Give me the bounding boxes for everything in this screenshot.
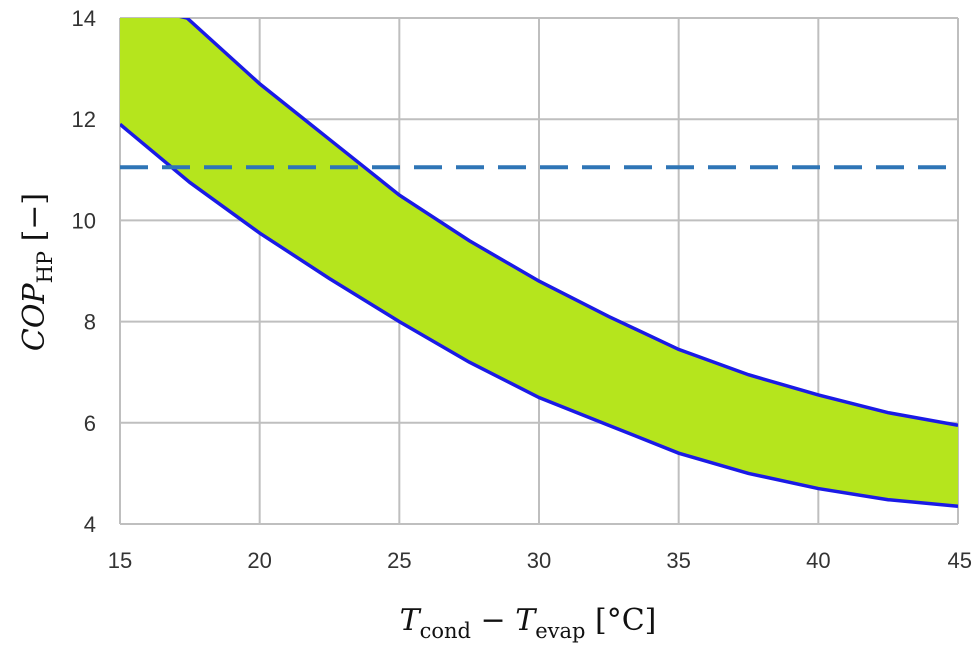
- lower-bound-line: [120, 122, 958, 509]
- x-label-t-cond: T: [400, 603, 422, 638]
- x-label-unit: [°C]: [585, 603, 656, 638]
- y-tick-label: 4: [84, 512, 96, 537]
- y-tick-label: 12: [72, 107, 96, 132]
- y-label-cop: COP: [17, 283, 52, 352]
- upper-bound-line: [179, 18, 958, 428]
- x-tick-label: 25: [387, 548, 411, 573]
- y-tick-labels: 4 6 8 10 12 14: [72, 6, 96, 537]
- x-axis-label: Tcond − Tevap [°C]: [400, 603, 657, 643]
- x-tick-labels: 15 20 25 30 35 40 45: [108, 548, 972, 573]
- y-axis-label: COPHP [−]: [17, 193, 57, 351]
- x-tick-label: 35: [666, 548, 690, 573]
- y-tick-label: 10: [72, 208, 96, 233]
- y-tick-label: 6: [84, 411, 96, 436]
- y-label-sub-hp: HP: [33, 251, 57, 283]
- x-label-sub-cond: cond: [420, 619, 471, 643]
- x-label-t-evap: T: [515, 603, 537, 638]
- x-label-minus: −: [471, 603, 515, 638]
- x-label-sub-evap: evap: [535, 619, 585, 643]
- x-tick-label: 45: [948, 548, 972, 573]
- y-tick-label: 8: [84, 310, 96, 335]
- y-label-unit: [−]: [17, 193, 52, 251]
- x-tick-label: 20: [247, 548, 271, 573]
- x-tick-label: 40: [806, 548, 830, 573]
- x-tick-label: 15: [108, 548, 132, 573]
- y-tick-label: 14: [72, 6, 96, 31]
- x-tick-label: 30: [527, 548, 551, 573]
